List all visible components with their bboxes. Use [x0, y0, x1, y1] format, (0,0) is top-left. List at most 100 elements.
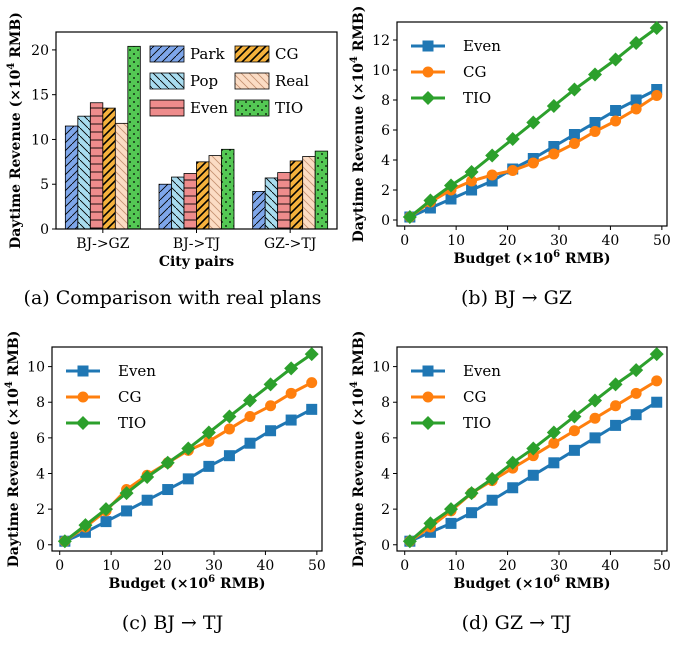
x-tick-label: 10 [447, 233, 465, 249]
point-tio [629, 36, 644, 50]
bar-tio-0 [127, 45, 141, 230]
point-tio [57, 534, 72, 549]
bar-tio-1 [221, 148, 235, 230]
point-tio [119, 486, 134, 501]
point-tio [464, 486, 479, 501]
bar-real-1 [208, 155, 222, 230]
x-tick-label: 0 [400, 233, 409, 249]
point-even [527, 469, 539, 481]
y-axis-label: Daytime Revenue (×104 RMB) [6, 12, 24, 249]
x-tick-label: 0 [400, 558, 409, 574]
point-tio [140, 470, 155, 485]
bar-park-0 [64, 125, 79, 230]
series-cg [59, 377, 318, 547]
bar-even-0 [89, 102, 104, 230]
x-tick-label: 30 [205, 558, 223, 574]
legend-swatch [234, 99, 270, 117]
legend-swatch [149, 45, 185, 63]
x-tick-label: 50 [653, 558, 671, 574]
point-even [486, 175, 498, 187]
legend-marker [421, 416, 435, 430]
point-tio [181, 441, 196, 456]
x-axis-label: Budget (×106 RMB) [453, 249, 610, 267]
x-tick-label: 10 [447, 558, 465, 574]
legend-marker [422, 365, 434, 377]
point-tio [464, 165, 479, 179]
y-tick-label: 4 [381, 153, 390, 169]
x-tick-label: 10 [102, 558, 120, 574]
y-tick-label: 5 [40, 177, 49, 193]
point-even [548, 141, 560, 152]
legend-label: CG [118, 388, 141, 406]
y-tick-label: 6 [36, 431, 45, 447]
point-cg [651, 375, 663, 387]
point-tio [423, 516, 438, 531]
legend-label: TIO [463, 89, 491, 107]
y-axis-label: Daytime Revenue (×104 RMB) [349, 6, 367, 243]
point-even [610, 105, 622, 116]
bar-park-1 [158, 183, 172, 230]
y-tick-label: 10 [31, 132, 49, 148]
point-cg [610, 400, 622, 412]
y-tick-label: 4 [381, 466, 390, 482]
y-axis-label: Daytime Revenue (×104 RMB) [349, 331, 367, 568]
legend-marker [422, 391, 434, 403]
legend-swatch [149, 99, 185, 117]
point-even [182, 473, 194, 485]
point-tio [526, 115, 541, 130]
point-cg [527, 157, 539, 169]
y-tick-label: 2 [381, 502, 390, 518]
point-cg [223, 423, 235, 435]
x-tick-label: 20 [499, 558, 517, 574]
point-tio [304, 347, 319, 362]
point-cg [589, 126, 601, 137]
point-tio [444, 502, 458, 517]
point-even [507, 482, 519, 494]
x-axis-label: Budget (×106 RMB) [108, 574, 265, 592]
chart-a: BJ->GZ BJ->TJ GZ->TJ 0 5 10 15 20 City pairs Dayt… [6, 12, 338, 270]
x-axis-label: Budget (×106 RMB) [453, 574, 610, 592]
point-cg [466, 175, 478, 187]
chart-d: 0 10 20 30 40 50 0 2 4 6 8 10 Even CG TIO Budget (×106 … [349, 331, 671, 592]
point-cg [630, 103, 642, 115]
point-even [630, 94, 642, 106]
x-tick-label: 20 [154, 558, 172, 574]
point-tio [608, 52, 623, 67]
bar-real-2 [302, 156, 316, 230]
point-cg [527, 450, 539, 462]
point-cg [589, 412, 601, 424]
legend-marker [422, 66, 434, 78]
chart-b: 0 10 20 30 40 50 0 2 4 6 8 10 12 Even CG TIO Budget (×10… [349, 6, 671, 267]
y-tick-label: 8 [36, 395, 45, 411]
y-tick-label: 20 [31, 43, 49, 59]
point-even [651, 396, 663, 408]
y-tick-label: 4 [36, 466, 45, 482]
plot-frame [51, 346, 323, 552]
legend-label: TIO [463, 414, 491, 432]
y-tick-label: 8 [381, 395, 390, 411]
y-tick-label: 0 [381, 538, 390, 554]
x-axis-label: City pairs [159, 254, 234, 270]
point-even [568, 444, 580, 456]
x-tick-label: 30 [550, 233, 568, 249]
y-tick-label: 15 [31, 88, 49, 104]
bar-tio-2 [314, 150, 329, 230]
point-tio [284, 361, 299, 376]
bar-real-0 [114, 122, 129, 230]
bar-cg-2 [289, 160, 304, 230]
point-tio [78, 518, 93, 533]
point-even [445, 517, 457, 529]
point-tio [402, 534, 417, 549]
legend-label: Pop [190, 72, 218, 90]
point-cg [548, 437, 560, 449]
point-even [244, 437, 256, 449]
y-tick-label: 10 [372, 360, 390, 376]
x-tick-label: 0 [55, 558, 64, 574]
y-tick-label: 2 [381, 183, 390, 199]
series-tio [402, 347, 664, 549]
x-tick-label: BJ->TJ [173, 236, 220, 252]
point-even [223, 450, 235, 462]
legend-marker [77, 365, 89, 377]
point-even [285, 414, 297, 426]
series-even [404, 84, 663, 223]
